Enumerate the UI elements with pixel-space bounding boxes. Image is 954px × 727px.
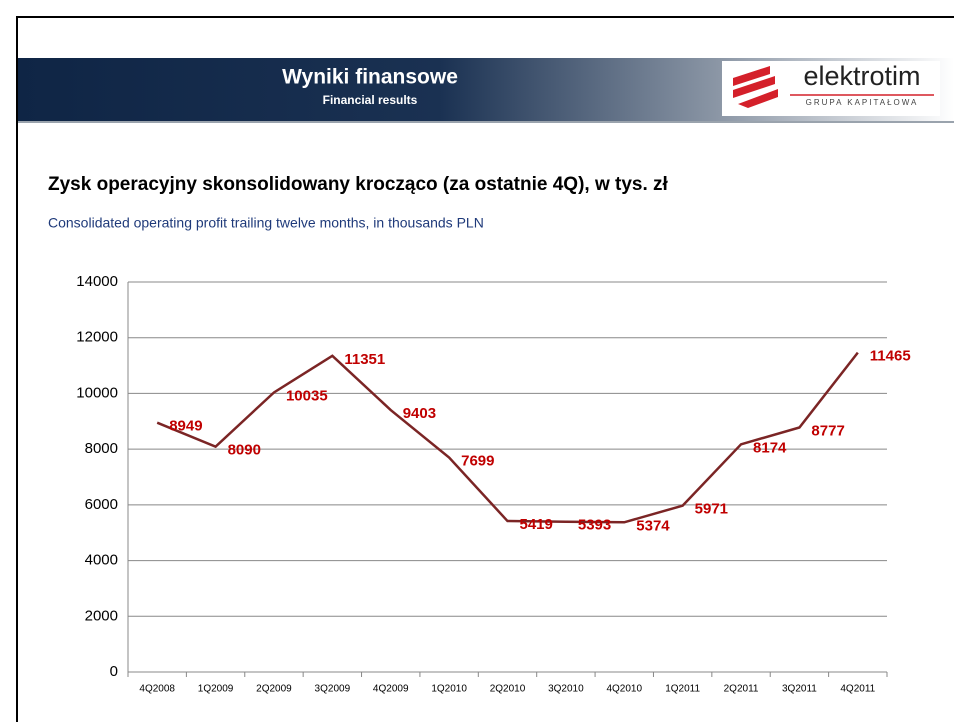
- data-label: 5419: [520, 516, 553, 533]
- data-label: 8174: [753, 439, 787, 456]
- logo-tagline: GRUPA KAPITAŁOWA: [806, 98, 919, 107]
- x-tick-label: 4Q2008: [139, 684, 175, 695]
- x-tick-label: 1Q2010: [431, 684, 467, 695]
- x-tick-label: 3Q2009: [315, 684, 351, 695]
- logo: elektrotim GRUPA KAPITAŁOWA: [722, 61, 940, 116]
- data-label: 8777: [811, 422, 844, 439]
- x-tick-label: 1Q2009: [198, 684, 234, 695]
- y-tick-label: 14000: [76, 273, 118, 290]
- x-tick-label: 4Q2009: [373, 684, 409, 695]
- line: [156, 351, 859, 524]
- header-subtitle: Financial results: [323, 93, 418, 107]
- chart-subtitle: Consolidated operating profit trailing t…: [48, 215, 484, 231]
- x-tick-label: 3Q2011: [782, 684, 817, 695]
- x-tick-label: 2Q2010: [490, 684, 526, 695]
- slide-border: [16, 16, 954, 727]
- y-tick-label: 2000: [85, 607, 118, 624]
- data-label: 11465: [870, 348, 911, 365]
- logo-text: elektrotim: [803, 61, 920, 91]
- x-tick-label: 4Q2010: [606, 684, 642, 695]
- logo-icon: [733, 66, 778, 108]
- data-label: 11351: [344, 351, 385, 368]
- y-tick-label: 6000: [85, 496, 118, 513]
- data-label: 7699: [461, 452, 494, 469]
- data-label: 5393: [578, 517, 611, 534]
- x-tick-label: 2Q2011: [724, 684, 759, 695]
- y-tick-label: 4000: [85, 552, 118, 569]
- header-title: Wyniki finansowe: [282, 66, 458, 89]
- data-label: 5971: [695, 501, 728, 518]
- data-label: 9403: [403, 405, 436, 422]
- data-label: 10035: [286, 387, 328, 404]
- data-label: 5374: [636, 517, 670, 534]
- x-tick-label: 1Q2011: [665, 684, 700, 695]
- data-label: 8090: [228, 442, 261, 459]
- x-tick-label: 2Q2009: [256, 684, 292, 695]
- y-tick-label: 10000: [76, 384, 118, 401]
- chart-title: Zysk operacyjny skonsolidowany krocząco …: [48, 174, 669, 195]
- x-tick-label: 3Q2010: [548, 684, 584, 695]
- y-tick-label: 8000: [85, 440, 118, 457]
- data-label: 8949: [169, 418, 202, 435]
- x-tick-label: 4Q2011: [840, 684, 875, 695]
- y-tick-label: 12000: [76, 329, 118, 346]
- y-tick-label: 0: [110, 663, 118, 680]
